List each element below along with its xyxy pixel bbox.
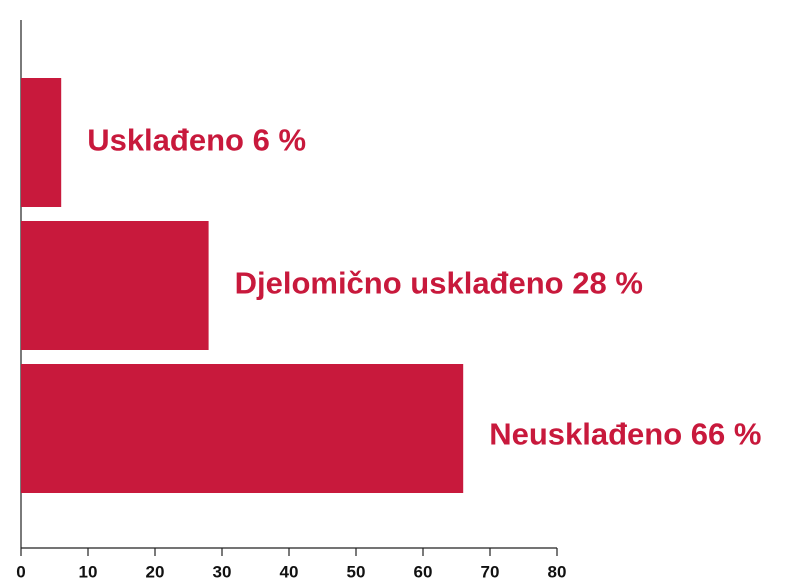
x-tick-label: 30 <box>213 562 232 581</box>
x-tick-label: 20 <box>146 562 165 581</box>
x-tick-label: 0 <box>16 562 25 581</box>
x-tick-label: 40 <box>280 562 299 581</box>
bar-label: Djelomično usklađeno 28 % <box>235 266 643 301</box>
bar-label: Neusklađeno 66 % <box>489 417 761 452</box>
x-tick-label: 60 <box>414 562 433 581</box>
x-tick-label: 50 <box>347 562 366 581</box>
x-tick-label: 10 <box>79 562 98 581</box>
bar-label: Usklađeno 6 % <box>87 123 306 158</box>
bar <box>21 364 464 493</box>
category-label: Djelomično usklađeno <box>235 266 564 301</box>
x-tick-label: 70 <box>481 562 500 581</box>
category-label: Usklađeno <box>87 123 244 158</box>
value-label: 28 % <box>572 266 643 301</box>
bar <box>21 221 209 350</box>
bar <box>21 78 62 207</box>
category-label: Neusklađeno <box>489 417 682 452</box>
value-label: 66 % <box>691 417 762 452</box>
x-tick-label: 80 <box>548 562 567 581</box>
value-label: 6 % <box>253 123 306 158</box>
